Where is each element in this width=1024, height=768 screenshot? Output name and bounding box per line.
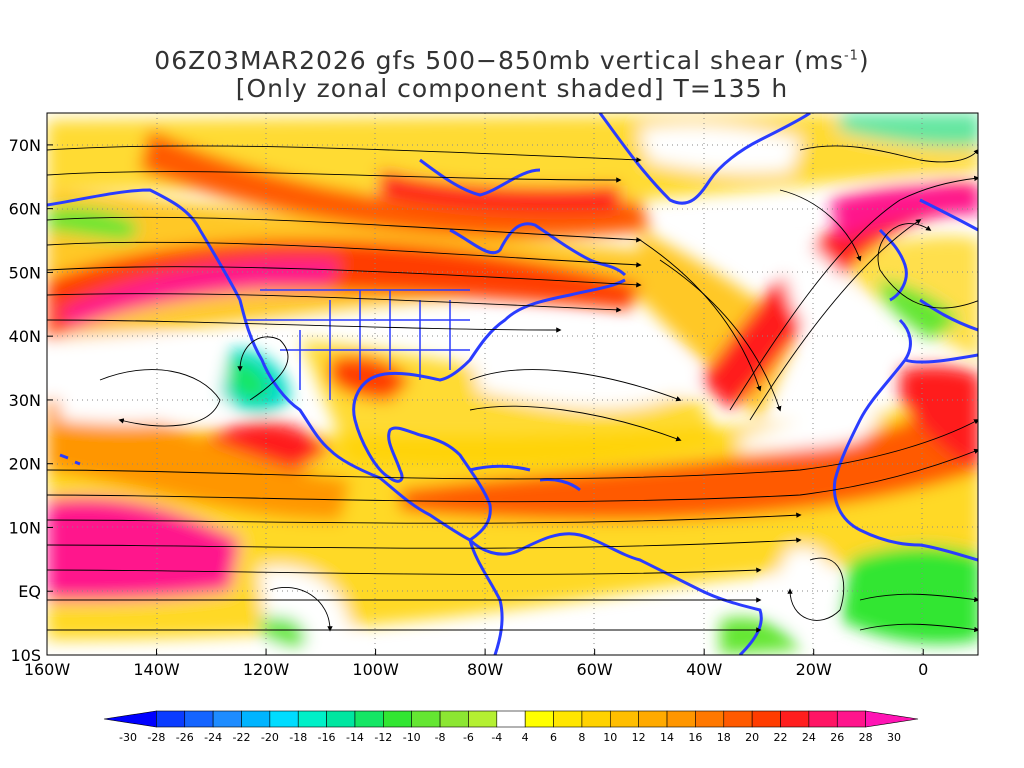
colorbar-swatch xyxy=(496,710,526,728)
colorbar-label: 6 xyxy=(550,731,557,744)
colorbar-swatch xyxy=(468,710,498,728)
lat-tick-label: EQ xyxy=(18,582,41,601)
colorbar-label: -4 xyxy=(491,731,502,744)
graticule xyxy=(47,113,978,655)
colorbar-label: -30 xyxy=(119,731,137,744)
lat-tick-label: 70N xyxy=(9,136,41,155)
colorbar-swatch xyxy=(184,710,214,728)
state-borders xyxy=(245,289,470,400)
lat-tick-label: 60N xyxy=(9,200,41,219)
colorbar-label: -22 xyxy=(232,731,250,744)
colorbar-swatch xyxy=(524,710,554,728)
title-superscript: -1 xyxy=(843,48,859,64)
colorbar-label: -10 xyxy=(403,731,421,744)
colorbar-swatch xyxy=(780,710,810,728)
colorbar-swatch xyxy=(666,710,696,728)
lon-tick-label: 160W xyxy=(24,660,71,679)
colorbar-swatch xyxy=(269,710,299,728)
lon-tick-label: 20W xyxy=(796,660,832,679)
colorbar-swatch xyxy=(354,710,384,728)
lat-tick-label: 10S xyxy=(10,646,41,665)
lon-tick-label: 140W xyxy=(133,660,180,679)
colorbar-swatch xyxy=(723,710,753,728)
colorbar-swatch xyxy=(638,710,668,728)
colorbar-label: 22 xyxy=(774,731,788,744)
lon-tick-label: 60W xyxy=(577,660,613,679)
lat-tick-label: 10N xyxy=(9,518,41,537)
colorbar-label: 16 xyxy=(688,731,702,744)
colorbar: -30 -28 -26 -24 -22 -20 -18 -16 -14 -12 -10 -8 -6 -4 4… xyxy=(103,710,919,744)
colorbar-label: -20 xyxy=(261,731,279,744)
lat-tick-label: 30N xyxy=(9,391,41,410)
lon-tick-label: 0 xyxy=(918,660,928,679)
colorbar-swatch xyxy=(865,710,919,728)
title-end: ) xyxy=(858,46,870,75)
colorbar-swatch xyxy=(212,710,242,728)
coastlines xyxy=(47,113,978,655)
colorbar-label: 30 xyxy=(887,731,901,744)
lon-tick-label: 100W xyxy=(352,660,399,679)
lat-tick-label: 40N xyxy=(9,327,41,346)
colorbar-label: -24 xyxy=(204,731,222,744)
lat-tick-label: 50N xyxy=(9,263,41,282)
colorbar-swatch xyxy=(695,710,725,728)
colorbar-label: 12 xyxy=(632,731,646,744)
map-frame xyxy=(46,112,979,656)
colorbar-label: 8 xyxy=(578,731,585,744)
colorbar-label: -28 xyxy=(147,731,165,744)
colorbar-label: -8 xyxy=(435,731,446,744)
colorbar-label: -12 xyxy=(374,731,392,744)
colorbar-swatch xyxy=(383,710,413,728)
colorbar-label: -6 xyxy=(463,731,474,744)
colorbar-label: 20 xyxy=(745,731,759,744)
colorbar-label: -26 xyxy=(176,731,194,744)
colorbar-swatch xyxy=(411,710,441,728)
colorbar-swatch xyxy=(326,710,356,728)
lat-tick-label: 20N xyxy=(9,455,41,474)
colorbar-label: 28 xyxy=(859,731,873,744)
axis-labels: 160W 140W 120W 100W 80W 60W 40W 20W 0 70N 60N 50N 40… xyxy=(9,136,929,679)
map-title-line2: [Only zonal component shaded] T=135 h xyxy=(235,74,789,103)
colorbar-label: 14 xyxy=(660,731,674,744)
lon-tick-label: 120W xyxy=(243,660,290,679)
lon-tick-label: 40W xyxy=(686,660,722,679)
colorbar-swatch xyxy=(836,710,866,728)
colorbar-swatch xyxy=(553,710,583,728)
colorbar-label: 4 xyxy=(522,731,529,744)
colorbar-label: -18 xyxy=(289,731,307,744)
colorbar-label: 10 xyxy=(603,731,617,744)
colorbar-swatch xyxy=(241,710,271,728)
colorbar-swatch xyxy=(439,710,469,728)
colorbar-label: 18 xyxy=(717,731,731,744)
streamlines xyxy=(47,145,978,633)
map-title-line1: 06Z03MAR2026 gfs 500−850mb vertical shea… xyxy=(0,46,1024,75)
title-text: 06Z03MAR2026 gfs 500−850mb vertical shea… xyxy=(154,46,844,75)
colorbar-swatch xyxy=(581,710,611,728)
colorbar-label: 24 xyxy=(802,731,816,744)
lon-tick-label: 80W xyxy=(467,660,503,679)
colorbar-swatch xyxy=(103,710,157,728)
colorbar-label: 26 xyxy=(830,731,844,744)
colorbar-swatch xyxy=(609,710,639,728)
colorbar-label: -14 xyxy=(346,731,364,744)
colorbar-swatch xyxy=(156,710,186,728)
colorbar-swatch xyxy=(808,710,838,728)
colorbar-swatch xyxy=(297,710,327,728)
colorbar-label: -16 xyxy=(318,731,336,744)
colorbar-swatch xyxy=(751,710,781,728)
